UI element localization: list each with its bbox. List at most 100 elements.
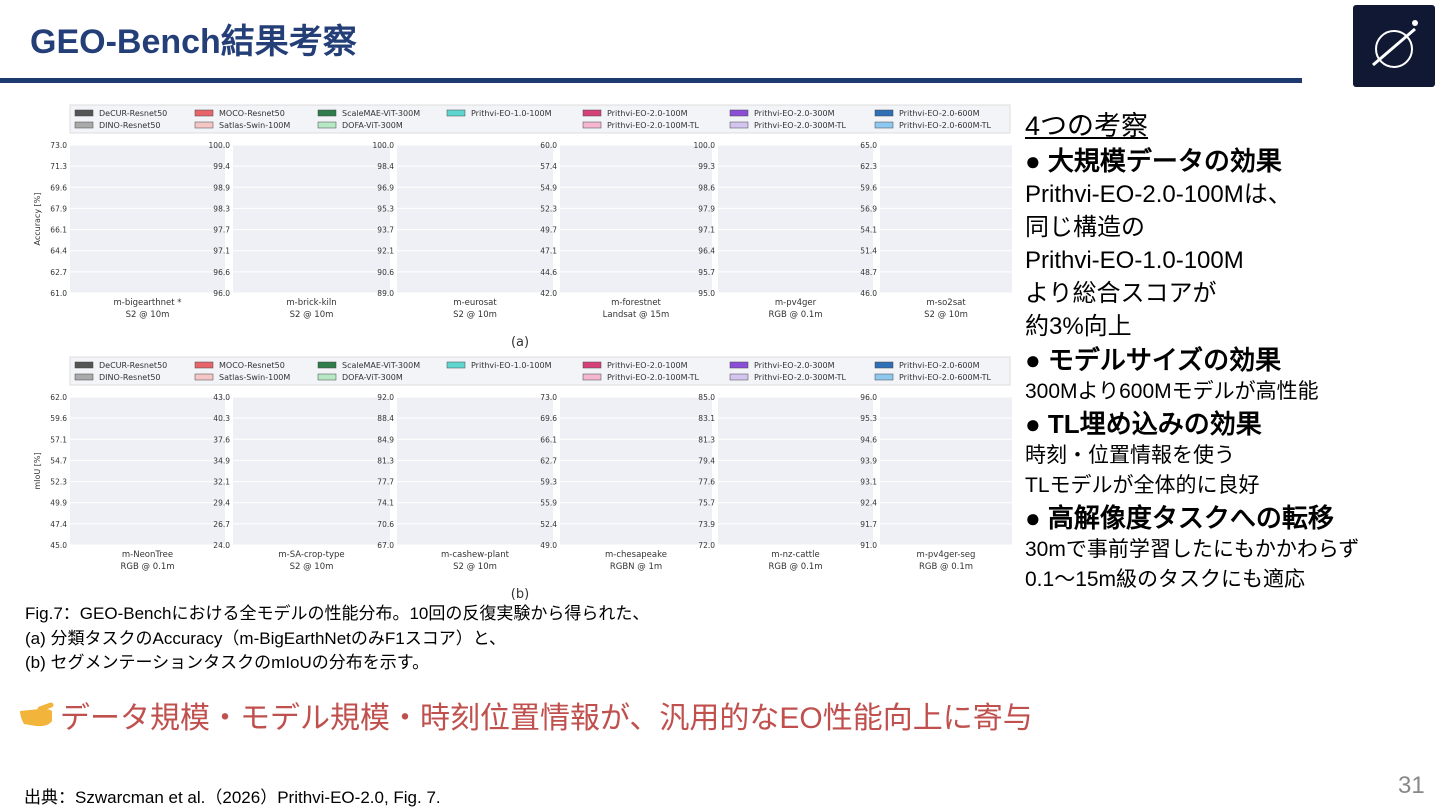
plot-area: [560, 145, 712, 293]
y-tick-label: 49.9: [50, 499, 67, 508]
logo: [1353, 5, 1435, 87]
y-tick-label: 92.0: [377, 393, 394, 402]
legend-label: Satlas-Swin-100M: [219, 121, 290, 130]
legend-label: Prithvi-EO-2.0-100M: [607, 109, 688, 118]
legend-label: Prithvi-EO-2.0-300M: [754, 361, 835, 370]
legend-swatch: [582, 109, 602, 117]
y-tick-label: 92.1: [377, 247, 394, 256]
y-tick-label: 52.4: [540, 520, 557, 529]
insights: 4つの考察 ● 大規模データの効果 Prithvi-EO-2.0-100Mは、 同じ…: [1025, 108, 1359, 595]
y-tick-label: 56.9: [860, 204, 877, 213]
legend-label: DOFA-ViT-300M: [342, 373, 403, 382]
insight-line: 30mで事前学習したにもかかわらず: [1025, 538, 1360, 561]
legend-swatch: [317, 121, 337, 129]
legend-swatch: [446, 109, 466, 117]
legend-label: DeCUR-Resnet50: [99, 361, 167, 370]
legend-label: ScaleMAE-ViT-300M: [342, 361, 420, 370]
y-tick-label: 100.0: [373, 141, 395, 150]
y-tick-label: 46.0: [860, 289, 877, 298]
page-number: 31: [1398, 772, 1425, 799]
y-tick-label: 93.7: [377, 226, 394, 235]
y-tick-label: 49.7: [540, 226, 557, 235]
plot-area: [718, 397, 873, 545]
y-tick-label: 57.1: [50, 435, 67, 444]
y-tick-label: 40.3: [213, 414, 230, 423]
legend-box: [69, 356, 1011, 386]
legend-swatch: [194, 361, 214, 369]
panel-title: m-bigearthnet *: [113, 298, 181, 308]
legend-swatch: [582, 361, 602, 369]
legend-swatch: [874, 373, 894, 381]
y-tick-label: 62.3: [860, 162, 877, 171]
insights-heading: 4つの考察: [1025, 111, 1149, 141]
y-tick-label: 77.6: [698, 478, 715, 487]
legend-swatch: [74, 361, 94, 369]
plot-area: [880, 145, 1012, 293]
y-tick-label: 91.0: [860, 541, 877, 550]
y-tick-label: 92.4: [860, 499, 877, 508]
panel-title: m-brick-kiln: [286, 298, 336, 308]
legend-swatch: [194, 373, 214, 381]
y-tick-label: 74.1: [377, 499, 394, 508]
y-tick-label: 72.0: [698, 541, 715, 550]
legend-box: [69, 104, 1011, 134]
y-tick-label: 90.6: [377, 268, 394, 277]
legend-label: Prithvi-EO-1.0-100M: [471, 109, 552, 118]
y-tick-label: 69.6: [540, 414, 557, 423]
y-tick-label: 97.9: [698, 204, 715, 213]
plot-area: [70, 145, 225, 293]
figure-part-label: (a): [511, 335, 529, 350]
y-tick-label: 55.9: [540, 499, 557, 508]
y-tick-label: 66.1: [540, 435, 557, 444]
caption-line: Fig.7：GEO-Benchにおける全モデルの性能分布。10回の反復実験から得…: [25, 604, 650, 623]
panel-subtitle: S2 @ 10m: [126, 310, 170, 320]
insight-line: ● モデルサイズの効果: [1025, 345, 1282, 375]
panel-title: m-eurosat: [453, 298, 497, 308]
legend-label: DOFA-ViT-300M: [342, 121, 403, 130]
y-tick-label: 61.0: [50, 289, 67, 298]
y-tick-label: 96.0: [213, 289, 230, 298]
insight-line: 約3%向上: [1025, 313, 1132, 340]
y-tick-label: 100.0: [694, 141, 716, 150]
y-tick-label: 93.1: [860, 478, 877, 487]
legend-label: Prithvi-EO-2.0-600M-TL: [899, 373, 992, 382]
panel-title: m-so2sat: [926, 298, 966, 308]
legend-label: Prithvi-EO-1.0-100M: [471, 361, 552, 370]
conclusion: データ規模・モデル規模・時刻位置情報が、汎用的なEO性能向上に寄与: [60, 702, 1033, 735]
title-rule: [0, 78, 1302, 83]
y-tick-label: 34.9: [213, 456, 230, 465]
legend-label: Prithvi-EO-2.0-300M: [754, 109, 835, 118]
y-tick-label: 73.0: [50, 141, 67, 150]
legend-label: Prithvi-EO-2.0-100M-TL: [607, 121, 700, 130]
legend-swatch: [74, 373, 94, 381]
panel-subtitle: S2 @ 10m: [453, 562, 497, 572]
y-tick-label: 26.7: [213, 520, 230, 529]
panel-subtitle: RGB @ 0.1m: [768, 310, 822, 320]
legend-swatch: [317, 361, 337, 369]
legend-label: Satlas-Swin-100M: [219, 373, 290, 382]
y-tick-label: 97.7: [213, 226, 230, 235]
insight-line: ● 大規模データの効果: [1025, 146, 1282, 176]
y-tick-label: 96.0: [860, 393, 877, 402]
y-tick-label: 52.3: [540, 204, 557, 213]
y-tick-label: 49.0: [540, 541, 557, 550]
panel-title: m-pv4ger: [775, 298, 817, 308]
y-tick-label: 29.4: [213, 499, 230, 508]
plot-area: [718, 145, 873, 293]
y-tick-label: 99.3: [698, 162, 715, 171]
legend-label: Prithvi-EO-2.0-100M: [607, 361, 688, 370]
panel-subtitle: S2 @ 10m: [924, 310, 968, 320]
insight-line: Prithvi-EO-1.0-100M: [1025, 247, 1244, 274]
y-tick-label: 81.3: [377, 456, 394, 465]
y-axis-label: Accuracy [%]: [33, 193, 42, 246]
y-tick-label: 75.7: [698, 499, 715, 508]
legend-label: MOCO-Resnet50: [219, 361, 285, 370]
legend-label: DINO-Resnet50: [99, 373, 161, 382]
y-tick-label: 96.9: [377, 183, 394, 192]
legend-label: ScaleMAE-ViT-300M: [342, 109, 420, 118]
y-tick-label: 83.1: [698, 414, 715, 423]
y-tick-label: 43.0: [213, 393, 230, 402]
y-tick-label: 96.4: [698, 247, 715, 256]
y-tick-label: 85.0: [698, 393, 715, 402]
